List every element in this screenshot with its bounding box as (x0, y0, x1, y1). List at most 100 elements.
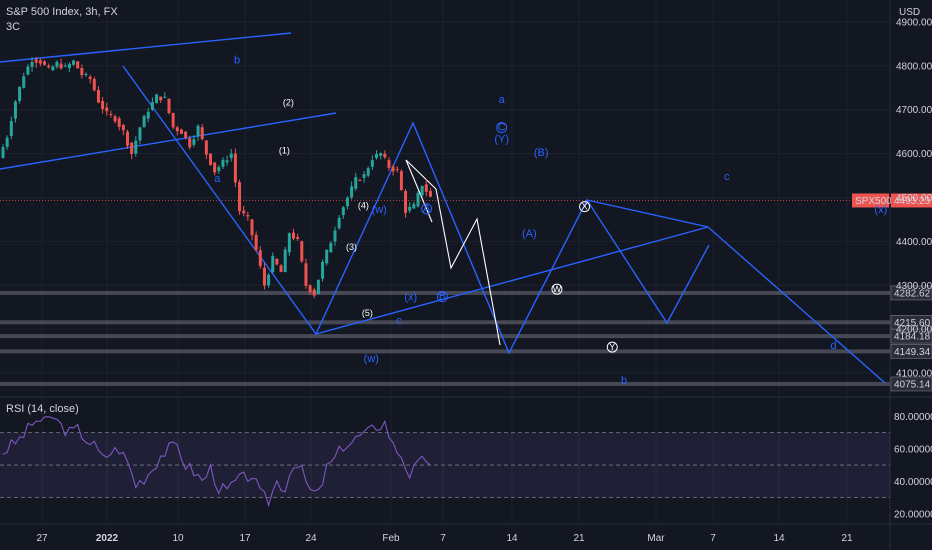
candle-body (126, 131, 129, 146)
candle-body (59, 63, 63, 69)
candle-body (221, 159, 225, 167)
time-tick-label[interactable]: 21 (573, 533, 585, 544)
wave-circle-marker (551, 283, 563, 295)
candle-body (184, 131, 188, 138)
candle-body (267, 274, 271, 286)
candle-body (242, 210, 246, 214)
wave-label: b (621, 375, 627, 387)
wave-label: (x) (874, 204, 887, 216)
candle-body (233, 153, 237, 183)
candle-body (408, 206, 412, 211)
candle-body (150, 102, 154, 110)
candle-body (354, 177, 358, 189)
price-tick-label: 4400.00 (896, 237, 932, 248)
candle-body (167, 98, 171, 114)
candle-body (404, 190, 408, 213)
candle-body (345, 197, 349, 207)
candle-body (213, 162, 217, 173)
candle-body (117, 118, 121, 127)
time-tick-label[interactable]: 7 (440, 533, 446, 544)
candle-body (312, 289, 316, 296)
candle-body (283, 249, 287, 273)
candle-body (262, 267, 266, 286)
rsi-panel: 20.00000 40.00000 60.00000 80.00000 (0, 412, 932, 520)
wave-label: (Y) (494, 134, 509, 146)
time-tick-label[interactable]: 14 (773, 533, 785, 544)
rsi-tick-label: 60.00000 (894, 444, 932, 455)
candle-body (333, 230, 337, 242)
candle-body (34, 59, 38, 63)
time-tick-label[interactable]: 27 (36, 533, 48, 544)
candle-body (51, 66, 55, 71)
lower-channel-line (0, 112, 337, 170)
current-price-label: 4493.23 (894, 196, 931, 207)
indicator-subtitle: 3C (6, 21, 21, 33)
candle-body (395, 168, 399, 170)
time-tick-label[interactable]: Feb (382, 533, 400, 544)
price-tick-label: 4100.00 (896, 369, 932, 380)
symbol-tag-label: SPX500 (855, 196, 892, 207)
candle-body (26, 66, 30, 75)
level-price-tag (890, 328, 932, 344)
wave-label: B (439, 291, 446, 303)
candle-body (171, 113, 175, 128)
candle-body (192, 139, 196, 145)
candle-body (84, 74, 88, 76)
candle-body (246, 215, 250, 217)
candle-body (428, 190, 432, 197)
currency-label: USD (899, 7, 921, 18)
candle-body (316, 279, 320, 295)
level-price-label: 4215.60 (894, 318, 931, 329)
time-tick-label[interactable]: 17 (239, 533, 251, 544)
wave-circle-marker (579, 201, 591, 213)
candle-body (72, 60, 76, 65)
wave-label: a (499, 94, 506, 106)
candle-body (9, 121, 13, 137)
time-tick-label[interactable]: 2022 (96, 533, 119, 544)
candle-body (67, 64, 71, 69)
candle-body (383, 153, 387, 158)
candle-body (375, 154, 378, 158)
candle-body (155, 94, 159, 104)
price-axis[interactable]: 4100.00 4200.00 4300.00 4400.00 4500.00 4600.… (896, 17, 932, 379)
candle-body (292, 232, 295, 239)
wave-label: Y (609, 342, 615, 352)
wave-circle-marker (496, 122, 508, 134)
candle-body (63, 65, 67, 67)
time-tick-label[interactable]: 21 (841, 533, 853, 544)
rsi-tick-label: 20.00000 (894, 509, 932, 520)
rsi-tick-label: 80.00000 (894, 412, 932, 423)
candle-body (121, 125, 125, 131)
wave-label: C (498, 122, 506, 134)
wave-label: (w) (364, 353, 379, 365)
candle-body (412, 204, 416, 209)
price-tick-label: 4700.00 (896, 105, 932, 116)
candle-body (238, 182, 242, 212)
candle-body (350, 186, 354, 198)
candle-body (337, 217, 341, 229)
candle-body (229, 153, 233, 158)
symbol-tag (852, 193, 889, 208)
wave-labels: ba(2)(1)(4) (w)(3)A(x) B(5)c(w)aC(Y)(B)(A)… (214, 55, 887, 387)
wave-label: (B) (534, 147, 549, 159)
candle-body (22, 76, 26, 88)
candle-body (254, 234, 258, 250)
time-tick-label[interactable]: Mar (647, 533, 665, 544)
time-axis[interactable]: 27 2022 10 17 24 Feb 7 14 21 Mar 7 14 21 (36, 533, 853, 544)
candle-body (101, 100, 105, 109)
time-tick-label[interactable]: 24 (305, 533, 317, 544)
candle-body (76, 61, 80, 69)
candle-body (142, 116, 146, 128)
time-tick-label[interactable]: 14 (506, 533, 518, 544)
candle-body (366, 168, 370, 176)
support-level-band (0, 334, 890, 339)
primary-wave-path (122, 65, 710, 355)
support-level-band (0, 349, 890, 354)
rsi-tick-label: 40.00000 (894, 477, 932, 488)
time-tick-label[interactable]: 7 (710, 533, 716, 544)
wave-circle-marker (436, 291, 448, 303)
candle-body (287, 233, 291, 253)
time-tick-label[interactable]: 10 (172, 533, 184, 544)
candles[interactable] (1, 56, 432, 299)
